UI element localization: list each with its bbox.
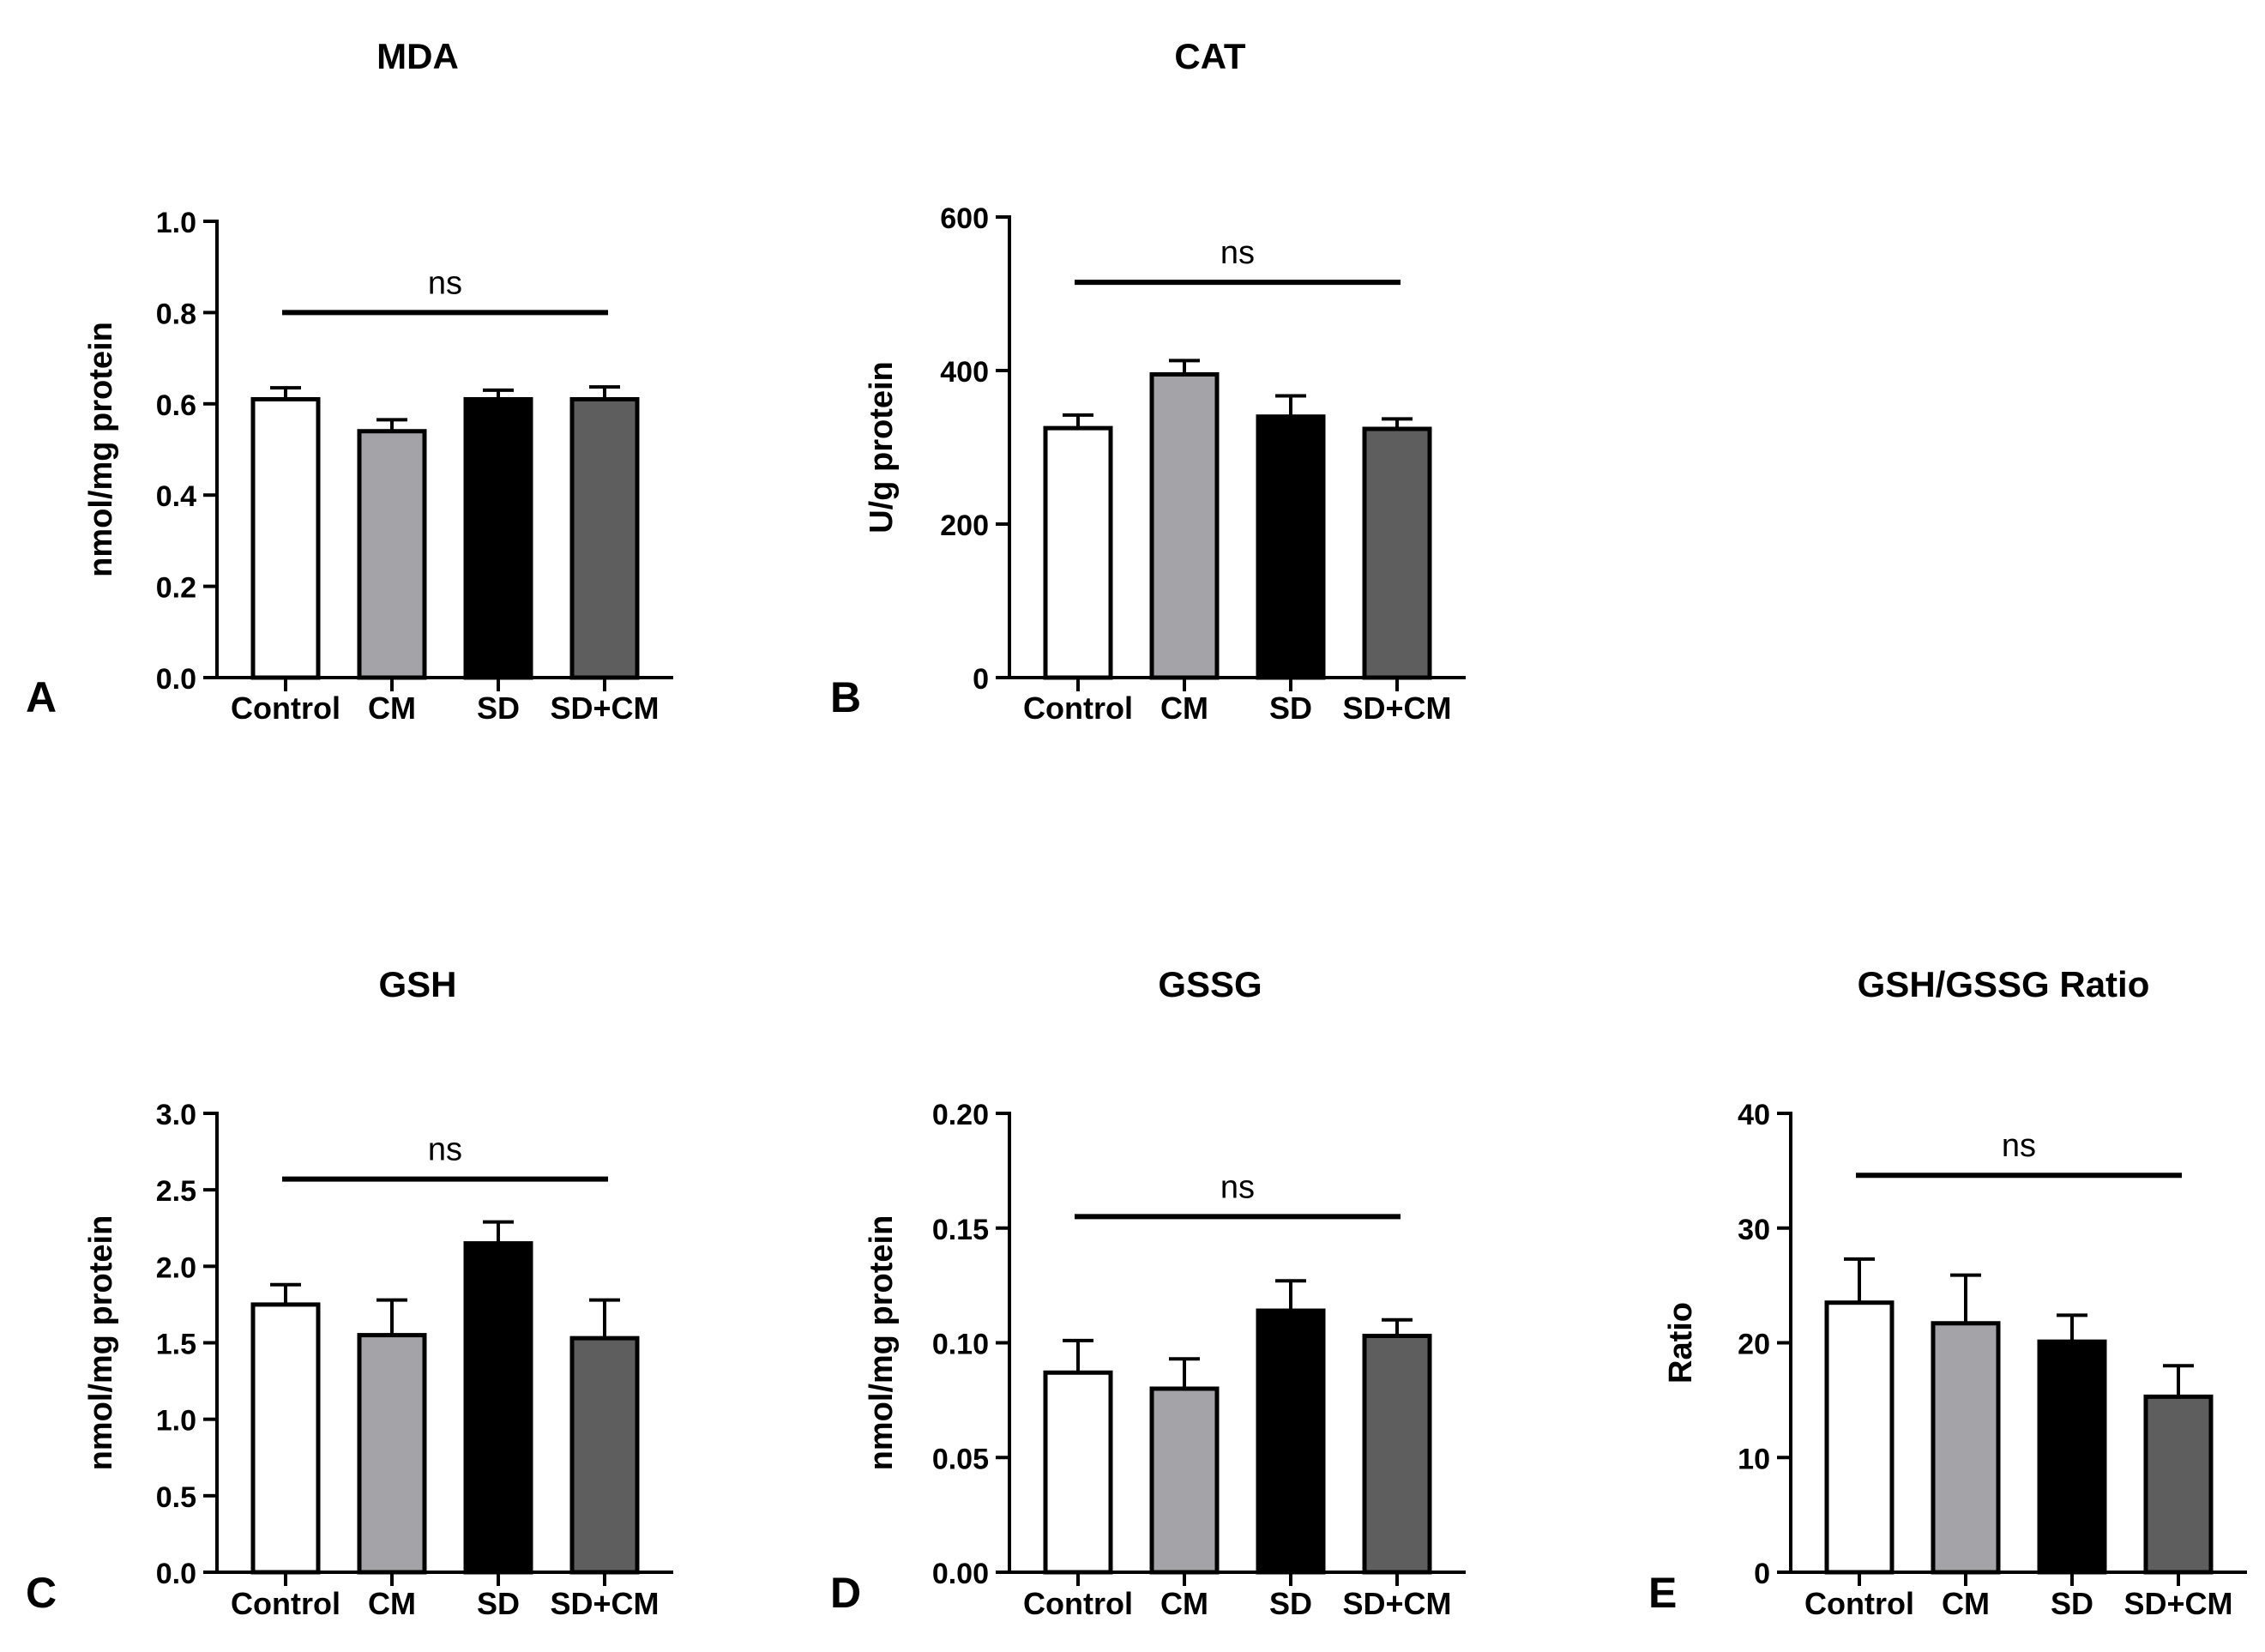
chart-title: GSSG	[1158, 964, 1262, 1004]
x-tick-label: SD+CM	[550, 1586, 659, 1621]
y-tick-label: 0	[1754, 1558, 1770, 1590]
bar-sd-cm	[2143, 1394, 2214, 1575]
bar-sd-cm	[569, 1335, 640, 1575]
bar-cm	[1149, 371, 1220, 680]
y-tick-label: 1.0	[156, 1405, 196, 1438]
x-tick-label: SD	[1269, 1586, 1312, 1621]
chart-title: GSH	[378, 964, 456, 1004]
y-tick-label: 1.0	[156, 207, 196, 239]
y-tick-label: 400	[940, 356, 989, 389]
y-tick-label: 0.5	[156, 1481, 196, 1514]
y-tick-label: 2.0	[156, 1251, 196, 1284]
x-tick-label: SD	[477, 1586, 520, 1621]
x-tick-label: SD	[1269, 690, 1312, 726]
x-tick-label: Control	[231, 1586, 340, 1621]
y-tick-label: 0.8	[156, 298, 196, 330]
y-axis-label: Ratio	[1663, 1302, 1699, 1384]
chart-panel-a: MDA A 0.0 0.2 0.4 0.6 0.8 1.0 nmol/mg protein Con…	[26, 36, 673, 726]
y-tick-label: 10	[1738, 1443, 1770, 1475]
bar-cm	[1149, 1386, 1220, 1575]
y-tick-label: 0.15	[932, 1214, 989, 1246]
x-tick-label: CM	[1160, 1586, 1208, 1621]
chart-panel-e: GSH/GSSG Ratio E 0 10 20 30 40 Ratio Control CM SD…	[1648, 964, 2247, 1621]
y-tick-label: 1.5	[156, 1329, 196, 1361]
significance-label: ns	[428, 265, 462, 301]
y-tick-label: 0.6	[156, 389, 196, 422]
chart-panel-b: CAT B 0 200 400 600 U/g protein Control CM SD SD+C…	[830, 36, 1466, 726]
y-tick-label: 0.00	[932, 1558, 989, 1590]
y-tick-label: 0.0	[156, 663, 196, 696]
significance-label: ns	[428, 1132, 462, 1168]
y-axis-label: nmol/mg protein	[864, 1215, 900, 1471]
chart-panel-d: GSSG D 0.00 0.05 0.10 0.15 0.20 nmol/mg protein…	[830, 964, 1466, 1621]
y-tick-label: 0.2	[156, 572, 196, 605]
y-tick-label: 0.20	[932, 1099, 989, 1131]
y-tick-label: 0.05	[932, 1443, 989, 1475]
x-tick-label: CM	[1160, 690, 1208, 726]
y-tick-label: 0	[973, 663, 989, 696]
y-tick-label: 600	[940, 202, 989, 235]
chart-panel-c: GSH C 0.0 0.5 1.0 1.5 2.0 2.5 3.0 nmol/mg protein…	[26, 964, 673, 1621]
bar-sd-cm	[1362, 426, 1432, 680]
panel-label: A	[26, 673, 57, 721]
bar-cm	[1931, 1321, 2001, 1575]
y-tick-label: 0.10	[932, 1329, 989, 1361]
panel-label: D	[830, 1569, 861, 1617]
x-tick-label: SD+CM	[1342, 690, 1451, 726]
significance-label: ns	[1220, 235, 1255, 271]
x-tick-label: Control	[1023, 1586, 1133, 1621]
y-tick-label: 0.4	[156, 480, 196, 513]
panel-label: C	[26, 1569, 57, 1617]
y-tick-label: 20	[1738, 1329, 1770, 1361]
chart-title: MDA	[376, 36, 459, 76]
y-tick-label: 3.0	[156, 1099, 196, 1131]
significance-label: ns	[1220, 1169, 1255, 1205]
panel-label: E	[1648, 1569, 1677, 1617]
bar-cm	[357, 1333, 427, 1575]
bar-control	[250, 396, 321, 680]
x-tick-label: SD+CM	[2123, 1586, 2232, 1621]
x-tick-label: SD	[477, 690, 520, 726]
x-tick-label: SD	[2051, 1586, 2093, 1621]
bar-control	[250, 1302, 321, 1575]
bar-sd	[463, 396, 533, 680]
bar-sd-cm	[569, 396, 640, 680]
chart-title: GSH/GSSG Ratio	[1858, 964, 2150, 1004]
bar-cm	[357, 429, 427, 680]
x-tick-label: CM	[368, 1586, 416, 1621]
y-axis-label: nmol/mg protein	[83, 322, 119, 577]
x-tick-label: CM	[1942, 1586, 1990, 1621]
bar-sd	[1256, 1308, 1326, 1575]
chart-title: CAT	[1174, 36, 1246, 76]
bar-control	[1824, 1300, 1895, 1575]
bar-sd	[1256, 414, 1326, 680]
bar-sd-cm	[1362, 1333, 1432, 1575]
bar-sd	[2037, 1339, 2107, 1575]
y-tick-label: 40	[1738, 1099, 1770, 1131]
x-tick-label: Control	[1023, 690, 1133, 726]
y-tick-label: 2.5	[156, 1175, 196, 1208]
x-tick-label: SD+CM	[550, 690, 659, 726]
bar-control	[1043, 425, 1113, 680]
panel-label: B	[830, 673, 861, 721]
significance-label: ns	[2002, 1128, 2036, 1164]
x-tick-label: CM	[368, 690, 416, 726]
y-axis-label: U/g protein	[864, 361, 900, 534]
y-tick-label: 0.0	[156, 1558, 196, 1590]
bar-sd	[463, 1241, 533, 1575]
bar-control	[1043, 1370, 1113, 1575]
x-tick-label: Control	[231, 690, 340, 726]
x-tick-label: Control	[1804, 1586, 1914, 1621]
y-tick-label: 30	[1738, 1214, 1770, 1246]
y-tick-label: 200	[940, 509, 989, 542]
x-tick-label: SD+CM	[1342, 1586, 1451, 1621]
y-axis-label: nmol/mg protein	[83, 1215, 119, 1471]
